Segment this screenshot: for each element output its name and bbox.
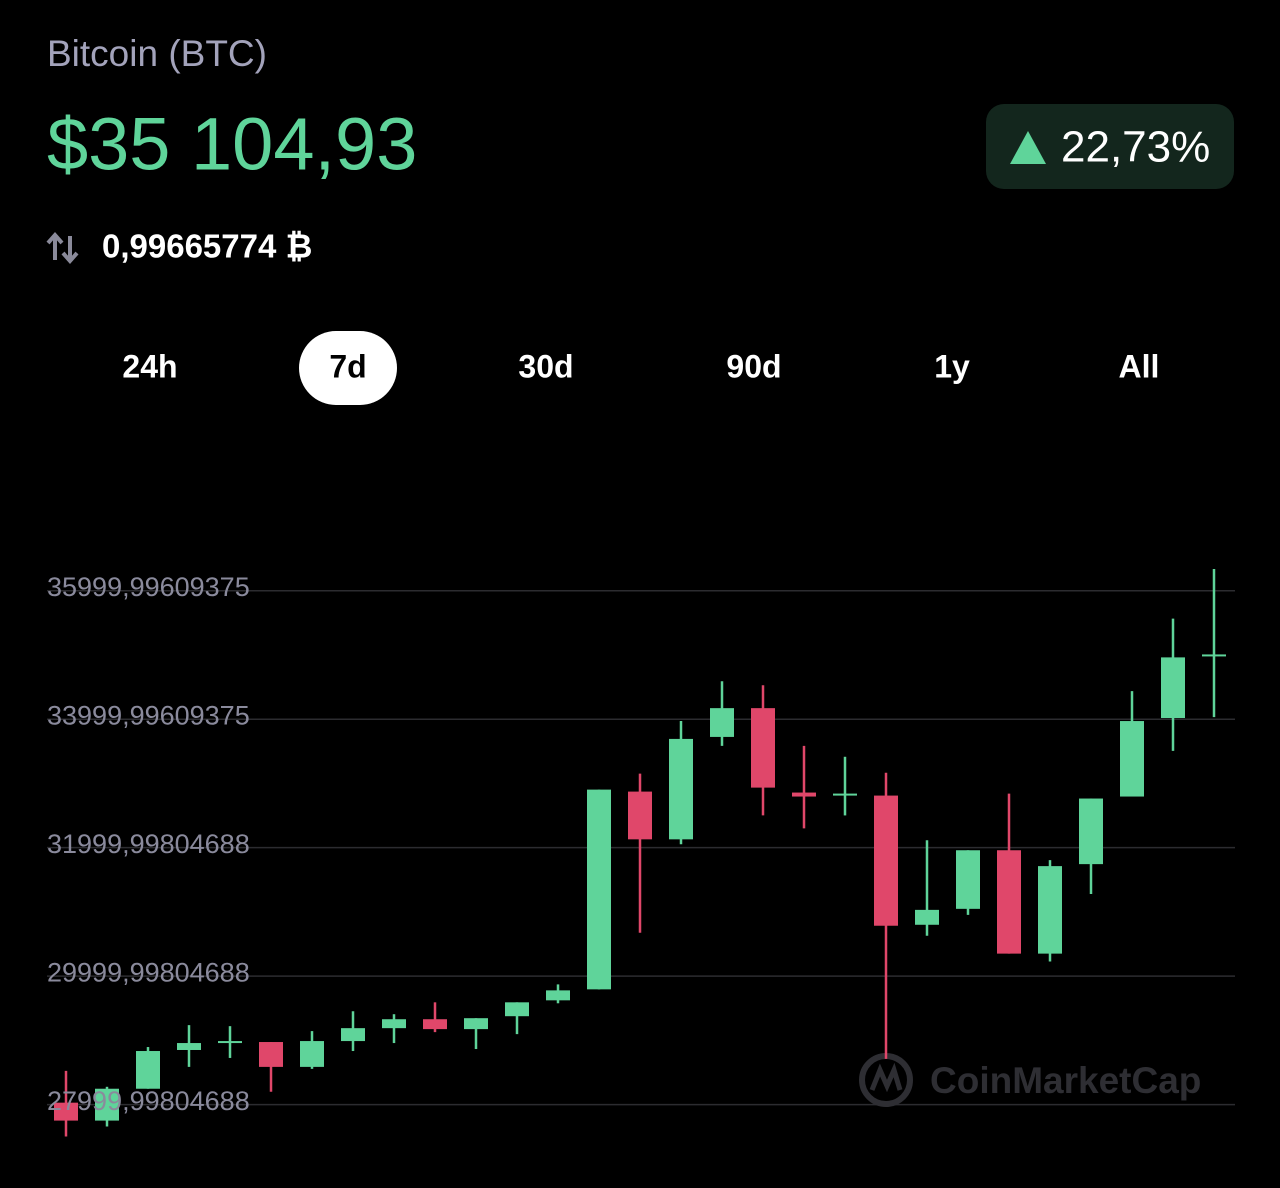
candle-body: [218, 1041, 242, 1044]
candle-body: [997, 850, 1021, 954]
candle-body: [505, 1002, 529, 1017]
y-tick-label: 35999,99609375: [47, 572, 250, 602]
price: $35 104,93: [47, 103, 417, 186]
y-tick-label: 33999,99609375: [47, 700, 250, 730]
candle-body: [177, 1043, 201, 1050]
coin-title: Bitcoin (BTC): [47, 33, 267, 74]
candle-body: [546, 990, 570, 1001]
candle-body: [259, 1042, 283, 1067]
tab[interactable]: 90d: [726, 348, 781, 384]
watermark: CoinMarketCap: [859, 1053, 1201, 1107]
candle-body: [300, 1041, 324, 1067]
change-badge: [986, 104, 1234, 189]
candle-body: [1079, 798, 1103, 865]
tab[interactable]: 1y: [934, 348, 970, 384]
candle-body: [382, 1019, 406, 1029]
candle-body: [874, 795, 898, 926]
candle-body: [423, 1019, 447, 1030]
watermark-text: CoinMarketCap: [930, 1060, 1201, 1101]
y-tick-label: 29999,99804688: [47, 957, 250, 987]
candle-body: [136, 1051, 160, 1089]
candle-body: [1120, 721, 1144, 797]
candle-body: [464, 1018, 488, 1030]
candle-body: [710, 708, 734, 737]
candle-body: [587, 789, 611, 990]
change: 22,73%: [1061, 123, 1210, 172]
tab[interactable]: 30d: [518, 348, 573, 384]
btc-amount: 0,99665774 ₿: [102, 228, 312, 265]
up-triangle: [1010, 131, 1046, 164]
candle-body: [669, 738, 693, 840]
candle-body: [833, 793, 857, 796]
tab[interactable]: 24h: [122, 348, 177, 384]
candle-body: [751, 708, 775, 788]
watermark-logo-m: [869, 1062, 903, 1093]
candle-body: [95, 1088, 119, 1121]
candle-body: [1202, 654, 1226, 657]
y-tick-label: 27999,99804688: [47, 1086, 250, 1116]
candle-body: [1161, 657, 1185, 719]
arrow-down: [61, 236, 79, 265]
candle-body: [956, 850, 980, 909]
tab-selected-pill[interactable]: [299, 331, 397, 405]
candle-body: [792, 792, 816, 797]
candle-body: [915, 909, 939, 925]
y-tick-label: 31999,99804688: [47, 829, 250, 859]
candle-body: [628, 791, 652, 840]
arrow-up: [46, 231, 64, 260]
candle-body: [54, 1102, 78, 1121]
tab[interactable]: 7d: [329, 348, 366, 384]
swap-icon: [46, 231, 79, 265]
tab[interactable]: All: [1119, 348, 1160, 384]
candle-body: [1038, 866, 1062, 954]
candle-body: [341, 1028, 365, 1042]
